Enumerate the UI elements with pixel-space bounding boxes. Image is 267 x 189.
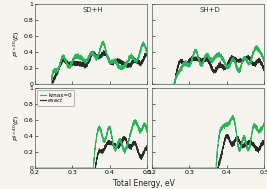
Legend: kmax=0, exact: kmax=0, exact: [37, 90, 74, 106]
Y-axis label: $P^{J=20}(E)$: $P^{J=20}(E)$: [12, 31, 22, 57]
Text: SD+H: SD+H: [83, 7, 104, 13]
Text: Total Energy, eV: Total Energy, eV: [113, 179, 175, 188]
Y-axis label: $P^{J=40}(E)$: $P^{J=40}(E)$: [12, 115, 22, 141]
Text: SH+D: SH+D: [200, 7, 221, 13]
